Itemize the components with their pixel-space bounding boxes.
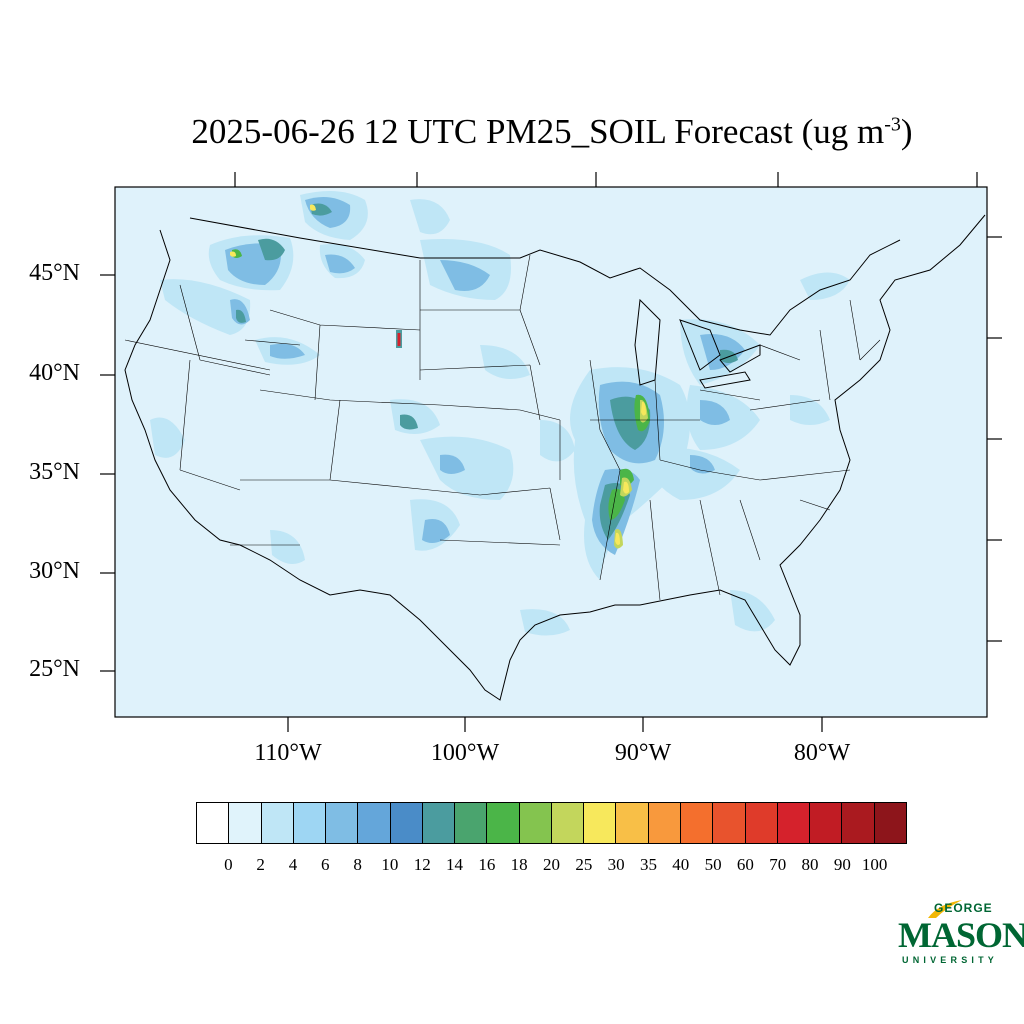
colorbar-swatch (519, 803, 552, 843)
logo-george: GEORGE (934, 901, 993, 915)
colorbar-swatch (487, 803, 520, 843)
colorbar-swatch (745, 803, 778, 843)
colorbar-swatch (810, 803, 843, 843)
colorbar-swatch (680, 803, 714, 843)
lat-label-40n: 40°N (29, 360, 80, 386)
colorbar-swatch (197, 803, 230, 843)
concentration-field (150, 191, 850, 636)
map-title: 2025-06-26 12 UTC PM25_SOIL Forecast (ug… (0, 112, 1024, 152)
colorbar-tick-label: 60 (736, 855, 754, 874)
colorbar-tick-label: 0 (224, 855, 233, 874)
colorbar-swatch (358, 803, 391, 843)
colorbar-tick-label: 12 (413, 855, 431, 874)
coastline-outline (124, 214, 986, 701)
colorbar-swatch (422, 803, 456, 843)
colorbar-swatch (455, 803, 488, 843)
colorbar-swatch (874, 803, 906, 843)
colorbar-tick-label: 4 (288, 855, 298, 874)
colorbar-tick-label: 25 (575, 855, 593, 874)
colorbar-swatch (713, 803, 746, 843)
canada-border (189, 217, 901, 336)
lat-label-35n: 35°N (29, 459, 80, 485)
colorbar-swatch (777, 803, 811, 843)
axis-ticks (100, 172, 1002, 732)
lon-label-80w: 80°W (793, 740, 851, 766)
colorbar-tick-label: 16 (478, 855, 496, 874)
colorbar-tick-label: 8 (353, 855, 362, 874)
hotspot (396, 330, 402, 348)
colorbar-tick-label: 70 (769, 855, 787, 874)
lon-label-100w: 100°W (430, 740, 500, 766)
logo-mason: MASON (898, 915, 1024, 955)
colorbar-tick-label: 80 (801, 855, 819, 874)
lat-label-30n: 30°N (29, 558, 80, 584)
colorbar-tick-label: 2 (256, 855, 265, 874)
colorbar-swatch (390, 803, 423, 843)
state-lines (124, 254, 881, 601)
george-mason-logo: GEORGE MASON UNIVERSITY (898, 898, 1024, 968)
colorbar-tick-label: 100 (861, 855, 888, 874)
colorbar-tick-label: 30 (607, 855, 625, 874)
colorbar-tick-label: 50 (704, 855, 722, 874)
map-frame (114, 186, 988, 718)
colorbar-tick-label: 14 (446, 855, 464, 874)
colorbar-swatch (293, 803, 327, 843)
great-lakes (634, 298, 761, 389)
colorbar-tick-label: 40 (672, 855, 690, 874)
colorbar-swatch (616, 803, 649, 843)
title-close: ) (900, 112, 913, 151)
colorbar-tick-label: 90 (833, 855, 851, 874)
colorbar (196, 802, 907, 844)
logo-university: UNIVERSITY (902, 955, 999, 965)
colorbar-swatch (326, 803, 359, 843)
colorbar-tick-label: 10 (381, 855, 399, 874)
logo-flame-icon (928, 900, 962, 918)
colorbar-swatch (648, 803, 681, 843)
lat-label-45n: 45°N (29, 260, 80, 286)
colorbar-swatch (842, 803, 875, 843)
colorbar-tick-label: 6 (321, 855, 330, 874)
lon-label-110w: 110°W (254, 740, 322, 766)
title-superscript: -3 (884, 113, 901, 136)
colorbar-swatch (229, 803, 262, 843)
colorbar-swatch (584, 803, 617, 843)
colorbar-tick-label: 35 (639, 855, 657, 874)
colorbar-swatch (261, 803, 294, 843)
colorbar-tick-label: 20 (543, 855, 560, 874)
peak-concentration-areas (230, 204, 646, 545)
lon-label-90w: 90°W (614, 740, 672, 766)
colorbar-swatch (551, 803, 585, 843)
title-text: 2025-06-26 12 UTC PM25_SOIL Forecast (ug… (191, 112, 885, 151)
colorbar-tick-label: 18 (510, 855, 528, 874)
lat-label-25n: 25°N (29, 656, 80, 682)
boundaries (124, 214, 986, 701)
